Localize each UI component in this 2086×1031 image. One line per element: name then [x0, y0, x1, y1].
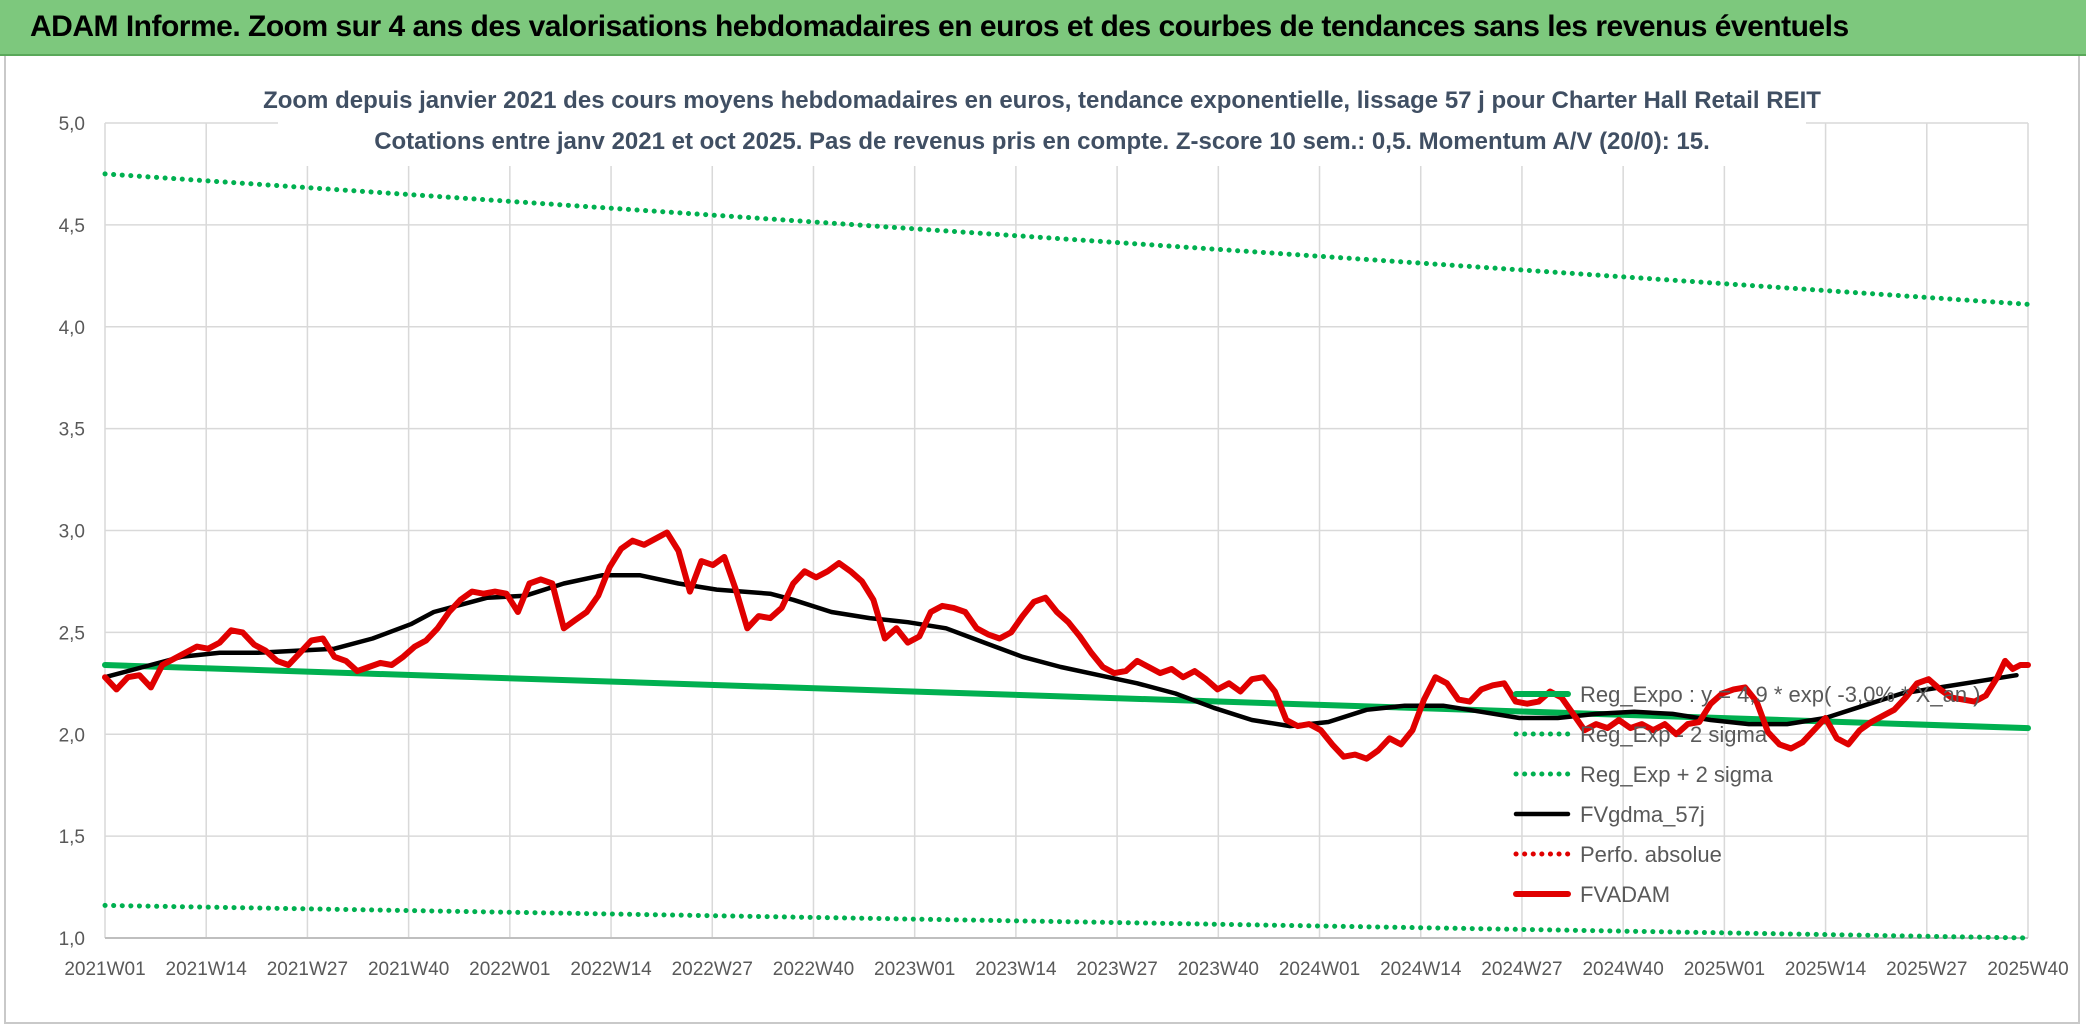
legend-entry: Reg_Exp - 2 sigma [1580, 722, 1768, 747]
report-title: ADAM Informe. Zoom sur 4 ans des valoris… [30, 10, 1849, 43]
x-tick-label: 2023W27 [1076, 959, 1157, 980]
x-tick-label: 2023W01 [874, 959, 955, 980]
chart-titles: Zoom depuis janvier 2021 des cours moyen… [263, 78, 1821, 166]
y-tick-label: 5,0 [59, 114, 85, 135]
x-tick-label: 2024W27 [1481, 959, 1562, 980]
x-tick-label: 2025W40 [1987, 959, 2068, 980]
x-tick-label: 2024W14 [1380, 959, 1462, 980]
legend-entry: Reg_Expo : y = 4,9 * exp( -3,0% * X_an ) [1580, 682, 1981, 707]
series-line-reg-exp-2-sigma [102, 171, 2031, 307]
x-tick-label: 2021W27 [267, 959, 348, 980]
x-tick-label: 2021W14 [166, 959, 248, 980]
chart-grid [104, 122, 2029, 939]
x-tick-label: 2022W01 [469, 959, 550, 980]
series-line-fvgdma-57j [102, 573, 2019, 729]
y-tick-label: 1,0 [59, 929, 85, 950]
chart-series [102, 171, 2031, 941]
legend-entry: FVgdma_57j [1580, 802, 1705, 827]
x-tick-label: 2022W14 [570, 959, 652, 980]
y-axis: 1,0 1,5 2,0 2,5 3,0 3,5 4,0 4,5 5,0 [59, 114, 85, 950]
title-background [278, 78, 1806, 166]
x-tick-label: 2023W14 [975, 959, 1057, 980]
x-tick-label: 2021W01 [64, 959, 145, 980]
series-line-reg-exp-2-sigma [102, 902, 2031, 941]
x-tick-label: 2021W40 [368, 959, 449, 980]
x-tick-label: 2025W14 [1785, 959, 1867, 980]
x-tick-label: 2022W40 [773, 959, 854, 980]
legend-entry: FVADAM [1580, 882, 1670, 907]
report-banner: ADAM Informe. Zoom sur 4 ans des valoris… [0, 0, 2086, 56]
x-tick-label: 2025W01 [1684, 959, 1765, 980]
series-line-fvadam [102, 529, 2031, 762]
y-tick-label: 2,5 [59, 623, 85, 644]
chart-legend: Reg_Expo : y = 4,9 * exp( -3,0% * X_an )… [1513, 682, 1981, 907]
y-tick-label: 4,0 [59, 318, 85, 339]
y-tick-label: 3,0 [59, 522, 85, 543]
y-tick-label: 2,0 [59, 725, 85, 746]
x-axis: 2021W01 2021W14 2021W27 2021W40 2022W01 2022W… [64, 937, 2069, 980]
x-tick-label: 2025W27 [1886, 959, 1967, 980]
y-tick-label: 3,5 [59, 420, 85, 441]
x-tick-label: 2023W40 [1178, 959, 1259, 980]
chart-frame [4, 56, 2080, 1024]
x-tick-label: 2024W01 [1279, 959, 1360, 980]
x-tick-label: 2024W40 [1582, 959, 1663, 980]
chart-subtitle: Cotations entre janv 2021 et oct 2025. P… [374, 128, 1710, 155]
chart-title: Zoom depuis janvier 2021 des cours moyen… [263, 87, 1821, 114]
legend-entry: Perfo. absolue [1580, 842, 1722, 867]
y-tick-label: 1,5 [59, 827, 85, 848]
legend-entry: Reg_Exp + 2 sigma [1580, 762, 1773, 787]
y-tick-label: 4,5 [59, 216, 85, 237]
x-tick-label: 2022W27 [672, 959, 753, 980]
